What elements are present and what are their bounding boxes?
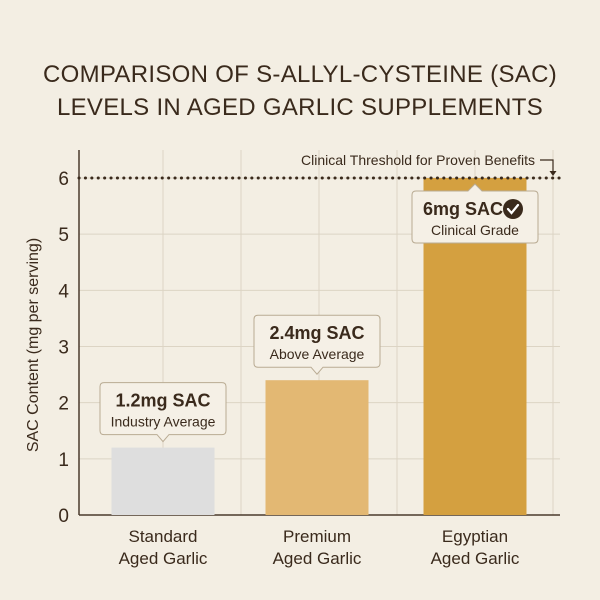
title-line-1: COMPARISON OF S-ALLYL-CYSTEINE (SAC) <box>43 61 557 88</box>
threshold-arrow-icon <box>540 159 554 172</box>
y-tick-label: 3 <box>58 338 69 359</box>
callout-subtitle: Above Average <box>270 346 365 362</box>
y-tick-label: 5 <box>58 225 69 246</box>
y-tick-label: 4 <box>58 281 69 302</box>
callout-box <box>99 382 227 443</box>
annotation-callout: 2.4mg SAC Above Average <box>253 314 381 375</box>
callout-title: 6mg SAC <box>423 199 503 219</box>
y-tick-label: 0 <box>58 506 69 527</box>
annotation-callout: 6mg SAC Clinical Grade <box>411 183 539 244</box>
bar-2 <box>265 380 369 515</box>
title-line-2: LEVELS IN AGED GARLIC SUPPLEMENTS <box>56 94 544 121</box>
y-tick-label: 2 <box>58 394 69 415</box>
threshold-arrowhead <box>549 171 557 176</box>
y-tick-label: 6 <box>58 169 69 190</box>
callout-title: 1.2mg SAC <box>115 391 210 411</box>
x-tick-label: Egyptian <box>442 527 508 546</box>
callout-subtitle: Clinical Grade <box>431 222 519 238</box>
x-tick-label: Aged Garlic <box>273 549 362 568</box>
check-circle-icon <box>503 199 523 219</box>
annotation-callout: 1.2mg SAC Industry Average <box>99 382 227 443</box>
callout-box <box>253 314 381 375</box>
check-mark <box>506 203 520 215</box>
y-tick-label: 1 <box>58 450 69 471</box>
callout-subtitle: Industry Average <box>111 414 216 430</box>
x-tick-label: Premium <box>283 527 351 546</box>
callout-box <box>411 183 539 244</box>
threshold-label: Clinical Threshold for Proven Benefits <box>301 152 535 168</box>
x-tick-label: Aged Garlic <box>431 549 520 568</box>
y-axis-label: SAC Content (mg per serving) <box>25 238 42 452</box>
bar-1 <box>111 447 215 515</box>
x-tick-label: Standard <box>129 527 198 546</box>
chart-title: COMPARISON OF S-ALLYL-CYSTEINE (SAC) LEV… <box>0 58 600 124</box>
callout-title: 2.4mg SAC <box>269 323 364 343</box>
x-tick-label: Aged Garlic <box>119 549 208 568</box>
